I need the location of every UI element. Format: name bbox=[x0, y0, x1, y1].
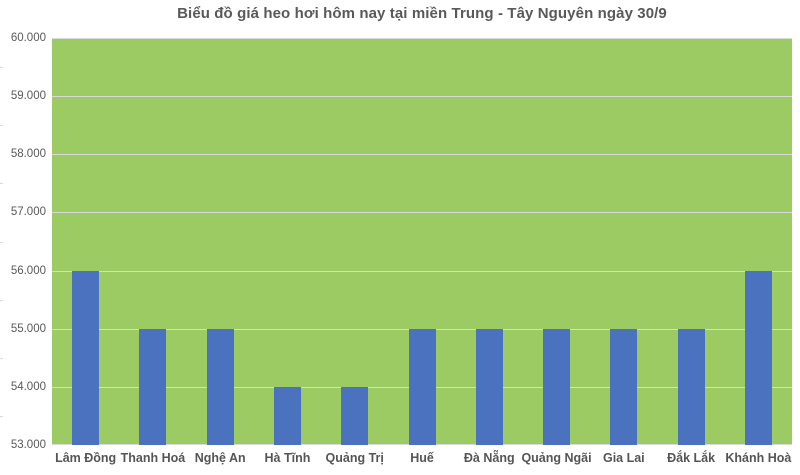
y-axis-tick-label: 57.000 bbox=[10, 206, 46, 219]
gridline bbox=[52, 270, 792, 272]
gridline bbox=[52, 154, 792, 156]
bar-Huế bbox=[408, 328, 436, 445]
bar-Quảng Ngãi bbox=[543, 328, 571, 445]
y-axis-minor-tick bbox=[0, 415, 3, 417]
bar-Đắk Lắk bbox=[677, 328, 705, 445]
bar-Hà Tĩnh bbox=[273, 386, 301, 445]
gridline bbox=[52, 96, 792, 98]
x-axis-tick-label: Quảng Trị bbox=[325, 451, 384, 465]
y-axis-minor-tick bbox=[0, 67, 3, 69]
x-axis-tick-label: Gia Lai bbox=[602, 451, 645, 465]
plot-area bbox=[52, 38, 792, 445]
gridline bbox=[52, 38, 792, 39]
y-axis-tick-label: 55.000 bbox=[10, 322, 46, 335]
y-axis-tick-label: 53.000 bbox=[10, 439, 46, 451]
bar-Nghệ An bbox=[206, 328, 234, 445]
bar-Đà Nẵng bbox=[475, 328, 503, 445]
chart-title: Biểu đồ giá heo hơi hôm nay tại miền Tru… bbox=[177, 5, 667, 22]
x-axis-tick-label: Đắk Lắk bbox=[667, 451, 716, 465]
bar-Quảng Trị bbox=[341, 386, 369, 445]
x-axis-tick-label: Đà Nẵng bbox=[463, 451, 515, 465]
x-axis-tick-label: Quảng Ngãi bbox=[521, 451, 592, 465]
bar-Khánh Hoà bbox=[744, 270, 772, 445]
y-axis-minor-tick bbox=[0, 299, 3, 301]
x-axis-tick-label: Thanh Hoá bbox=[120, 451, 186, 465]
x-axis-tick-label: Khánh Hoà bbox=[725, 451, 792, 465]
y-axis-tick-label: 56.000 bbox=[10, 264, 46, 277]
y-axis-minor-tick bbox=[0, 357, 3, 359]
x-axis-tick-label: Hà Tĩnh bbox=[264, 451, 311, 465]
x-axis-tick-label: Huế bbox=[410, 451, 434, 465]
gridline bbox=[52, 212, 792, 214]
y-axis-minor-tick bbox=[0, 183, 3, 185]
y-axis-tick-label: 59.000 bbox=[10, 90, 46, 103]
bar-Lâm Đồng bbox=[72, 270, 100, 445]
x-axis-tick-label: Nghệ An bbox=[194, 451, 246, 465]
y-axis-tick-label: 58.000 bbox=[10, 148, 46, 161]
bar-Thanh Hoá bbox=[139, 328, 167, 445]
bar-Gia Lai bbox=[610, 328, 638, 445]
y-axis-minor-tick bbox=[0, 125, 3, 127]
y-axis-tick-label: 60.000 bbox=[10, 32, 46, 44]
x-axis-tick-label: Lâm Đồng bbox=[55, 451, 117, 465]
y-axis-tick-label: 54.000 bbox=[10, 380, 46, 393]
y-axis-minor-tick bbox=[0, 241, 3, 243]
